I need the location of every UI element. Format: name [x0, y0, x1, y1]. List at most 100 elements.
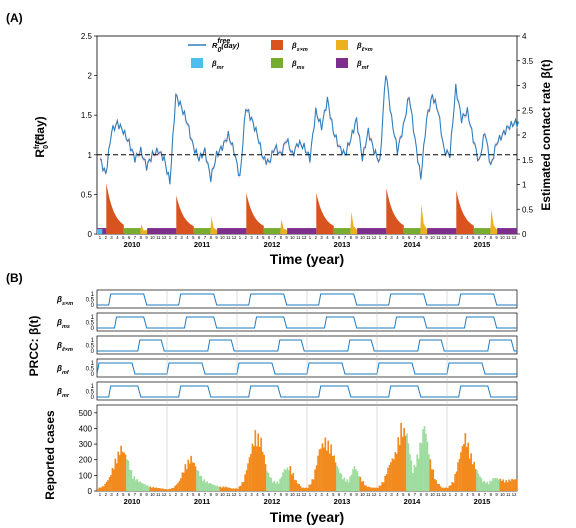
month-tick-label: 9 — [355, 235, 358, 240]
cases-bar — [266, 471, 268, 491]
prcc-tick-label: 0 — [91, 349, 95, 355]
cases-bar — [197, 471, 200, 491]
cases-bar — [312, 479, 315, 491]
year-tick-label: 2015 — [474, 497, 491, 506]
lxm-bar-2010 — [140, 224, 148, 234]
cases-bar — [196, 470, 198, 491]
cases-bar — [216, 485, 219, 491]
legend-label-mf: βmf — [356, 59, 370, 71]
left-y-tick-label: 1.5 — [81, 111, 93, 120]
left-y-tick-label: 0 — [88, 230, 93, 239]
month-tick-label: 12 — [512, 492, 517, 497]
cases-bar — [296, 483, 299, 491]
month-tick-label: 8 — [490, 235, 493, 240]
month-tick-label: 10 — [360, 235, 365, 240]
mf-bar-2011 — [217, 228, 237, 234]
cases-bar — [221, 487, 223, 491]
month-tick-label: 3 — [460, 235, 463, 240]
cases-bar — [264, 464, 267, 491]
month-tick-label: 8 — [420, 235, 423, 240]
cases-bar — [414, 466, 417, 491]
month-tick-label: 10 — [290, 235, 295, 240]
cases-bar — [104, 483, 106, 491]
cases-bar — [105, 481, 108, 491]
cases-bar — [305, 487, 308, 491]
month-tick-label: 11 — [436, 492, 441, 497]
cases-bar — [155, 487, 157, 491]
cases-bar — [146, 485, 149, 491]
cases-bar — [407, 443, 410, 491]
cases-bar — [187, 459, 190, 491]
cases-bar — [149, 486, 152, 491]
cases-bar — [457, 462, 459, 491]
cases-bar — [337, 468, 340, 491]
legend-label-ms: βms — [291, 59, 305, 71]
month-tick-label: 7 — [274, 492, 277, 497]
cases-bar — [186, 469, 188, 491]
cases-bar — [239, 485, 242, 491]
cases-bar — [451, 482, 454, 491]
cases-bar — [123, 452, 125, 491]
cases-bar — [431, 469, 433, 491]
cases-bar — [232, 488, 235, 491]
month-tick-label: 1 — [449, 492, 452, 497]
cases-bar — [422, 429, 424, 491]
contact-rate-bars — [97, 183, 517, 234]
month-tick-label: 3 — [110, 492, 113, 497]
cases-bar — [429, 459, 432, 491]
cases-bar — [111, 467, 114, 491]
month-tick-label: 8 — [350, 235, 353, 240]
cases-bar — [225, 486, 227, 491]
cases-bar — [448, 485, 451, 491]
mf-bar-early-2015 — [447, 228, 457, 234]
panel-a-y-label-left: Rfree 0(day) — [33, 116, 50, 157]
month-tick-label: 10 — [220, 235, 225, 240]
cases-bar — [171, 487, 174, 491]
month-tick-label: 6 — [268, 235, 271, 240]
mf-bar-2010 — [147, 228, 167, 234]
cases-bar — [509, 480, 512, 491]
month-tick-label: 7 — [344, 492, 347, 497]
cases-bar — [183, 472, 185, 491]
month-tick-label: 9 — [355, 492, 358, 497]
cases-bar — [388, 464, 391, 491]
cases-bar — [339, 472, 341, 491]
sxm-bar-2010 — [106, 183, 124, 234]
month-tick-label: 8 — [140, 235, 143, 240]
panel-b-x-label: Time (year) — [270, 509, 344, 525]
month-tick-label: 11 — [506, 235, 511, 240]
cases-bar — [412, 473, 414, 491]
month-tick-label: 3 — [250, 235, 253, 240]
cases-bar — [413, 464, 416, 491]
cases-bar — [514, 479, 516, 491]
cases-bar — [400, 422, 402, 491]
cases-bar — [229, 488, 232, 491]
cases-bar — [299, 486, 302, 491]
cases-bar — [346, 479, 349, 491]
cases-bar — [260, 437, 262, 491]
year-tick-label: 2011 — [194, 240, 210, 249]
cases-bar — [116, 463, 118, 491]
cases-bar — [409, 454, 411, 491]
cases-bar — [359, 476, 362, 491]
cases-bar — [178, 480, 181, 491]
cases-bar — [193, 463, 195, 491]
month-tick-label: 5 — [402, 492, 405, 497]
right-y-tick-label: 2 — [522, 131, 527, 140]
month-tick-label: 3 — [320, 492, 323, 497]
month-tick-label: 12 — [302, 492, 307, 497]
cases-bar — [315, 465, 318, 491]
cases-bar — [458, 458, 461, 491]
cases-y-tick-label: 100 — [79, 471, 93, 480]
ms-bar-2013 — [333, 228, 351, 234]
month-tick-label: 1 — [379, 235, 382, 240]
cases-bar — [377, 488, 379, 491]
prcc-tick-label: 1 — [91, 361, 95, 367]
month-tick-label: 10 — [220, 492, 225, 497]
cases-bar — [347, 482, 350, 491]
legend-label-sxm: βs×m — [291, 41, 308, 53]
month-tick-label: 11 — [296, 235, 301, 240]
cases-bar — [393, 459, 395, 491]
cases-bar — [349, 476, 351, 491]
month-tick-label: 3 — [250, 492, 253, 497]
